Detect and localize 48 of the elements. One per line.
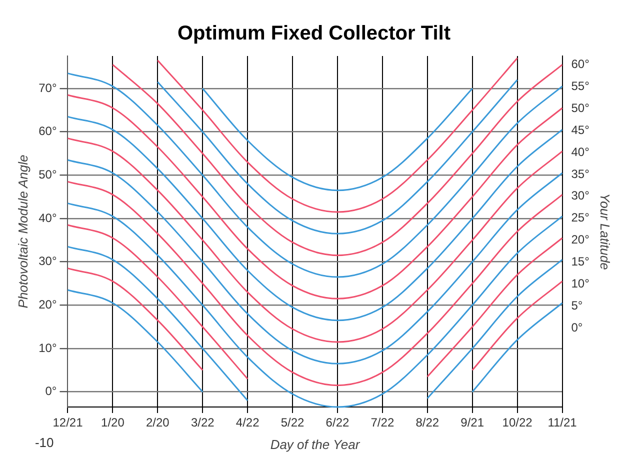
y-tick-label: 40°	[38, 210, 57, 225]
y-tick-label: 20°	[38, 297, 57, 312]
y-tick-label: 30°	[38, 254, 57, 268]
x-tick-label: 10/22	[502, 416, 533, 430]
text: -10	[34, 435, 54, 450]
x-tick-label: 11/21	[548, 416, 578, 430]
x-tick-label: 8/22	[416, 416, 440, 430]
x-tick-label: 9/21	[460, 416, 484, 430]
line-series	[66, 180, 564, 386]
chart-title: Optimum Fixed Collector Tilt	[178, 22, 451, 45]
x-axis-title: Day of the Year	[270, 436, 360, 452]
y2-tick-label: 60°	[571, 57, 590, 72]
y-axis-title: Photovoltaic Module Angle	[15, 154, 30, 308]
y2-tick-label: 50°	[571, 100, 590, 115]
y2-tick-label: 30°	[571, 188, 590, 203]
x-tick-label: 4/22	[236, 416, 260, 430]
y-tick-label: 70°	[38, 80, 57, 95]
x-tick-label: 3/22	[190, 416, 215, 430]
x-tick-label: 1/20	[101, 416, 125, 430]
x-tick-label: 6/22	[326, 416, 350, 430]
line-series	[66, 94, 564, 300]
y2-tick-label: 0°	[571, 320, 583, 334]
line-series	[156, 57, 518, 213]
y2-tick-label: 15°	[571, 254, 590, 269]
x-tick-label: 5/22	[280, 416, 305, 430]
line-series	[66, 159, 564, 364]
x-tick-label: 7/22	[370, 416, 394, 430]
y-tick-label: 60°	[38, 124, 57, 138]
y2-tick-label: 55°	[571, 79, 590, 94]
y2-tick-label: 20°	[571, 232, 590, 247]
line-series	[202, 88, 474, 192]
line-series	[66, 138, 564, 343]
y2-tick-label: 45°	[571, 122, 590, 137]
y2-tick-label: 40°	[571, 144, 590, 159]
y-tick-label: 50°	[38, 167, 57, 182]
y-tick-label: 0°	[45, 384, 57, 398]
y2-tick-label: 25°	[571, 210, 590, 225]
y2-tick-label: 35°	[571, 166, 590, 181]
x-tick-label: 2/20	[146, 416, 170, 430]
line-series	[156, 79, 518, 234]
y2-axis-title: Your Latitude	[598, 193, 613, 270]
y2-tick-label: 5°	[571, 298, 583, 312]
line-series	[112, 64, 564, 256]
line-series	[66, 116, 564, 322]
x-tick-label: 12/21	[52, 416, 84, 430]
y-tick-label: 10°	[38, 340, 57, 355]
line-series	[66, 72, 564, 278]
y2-tick-label: 10°	[571, 276, 590, 290]
